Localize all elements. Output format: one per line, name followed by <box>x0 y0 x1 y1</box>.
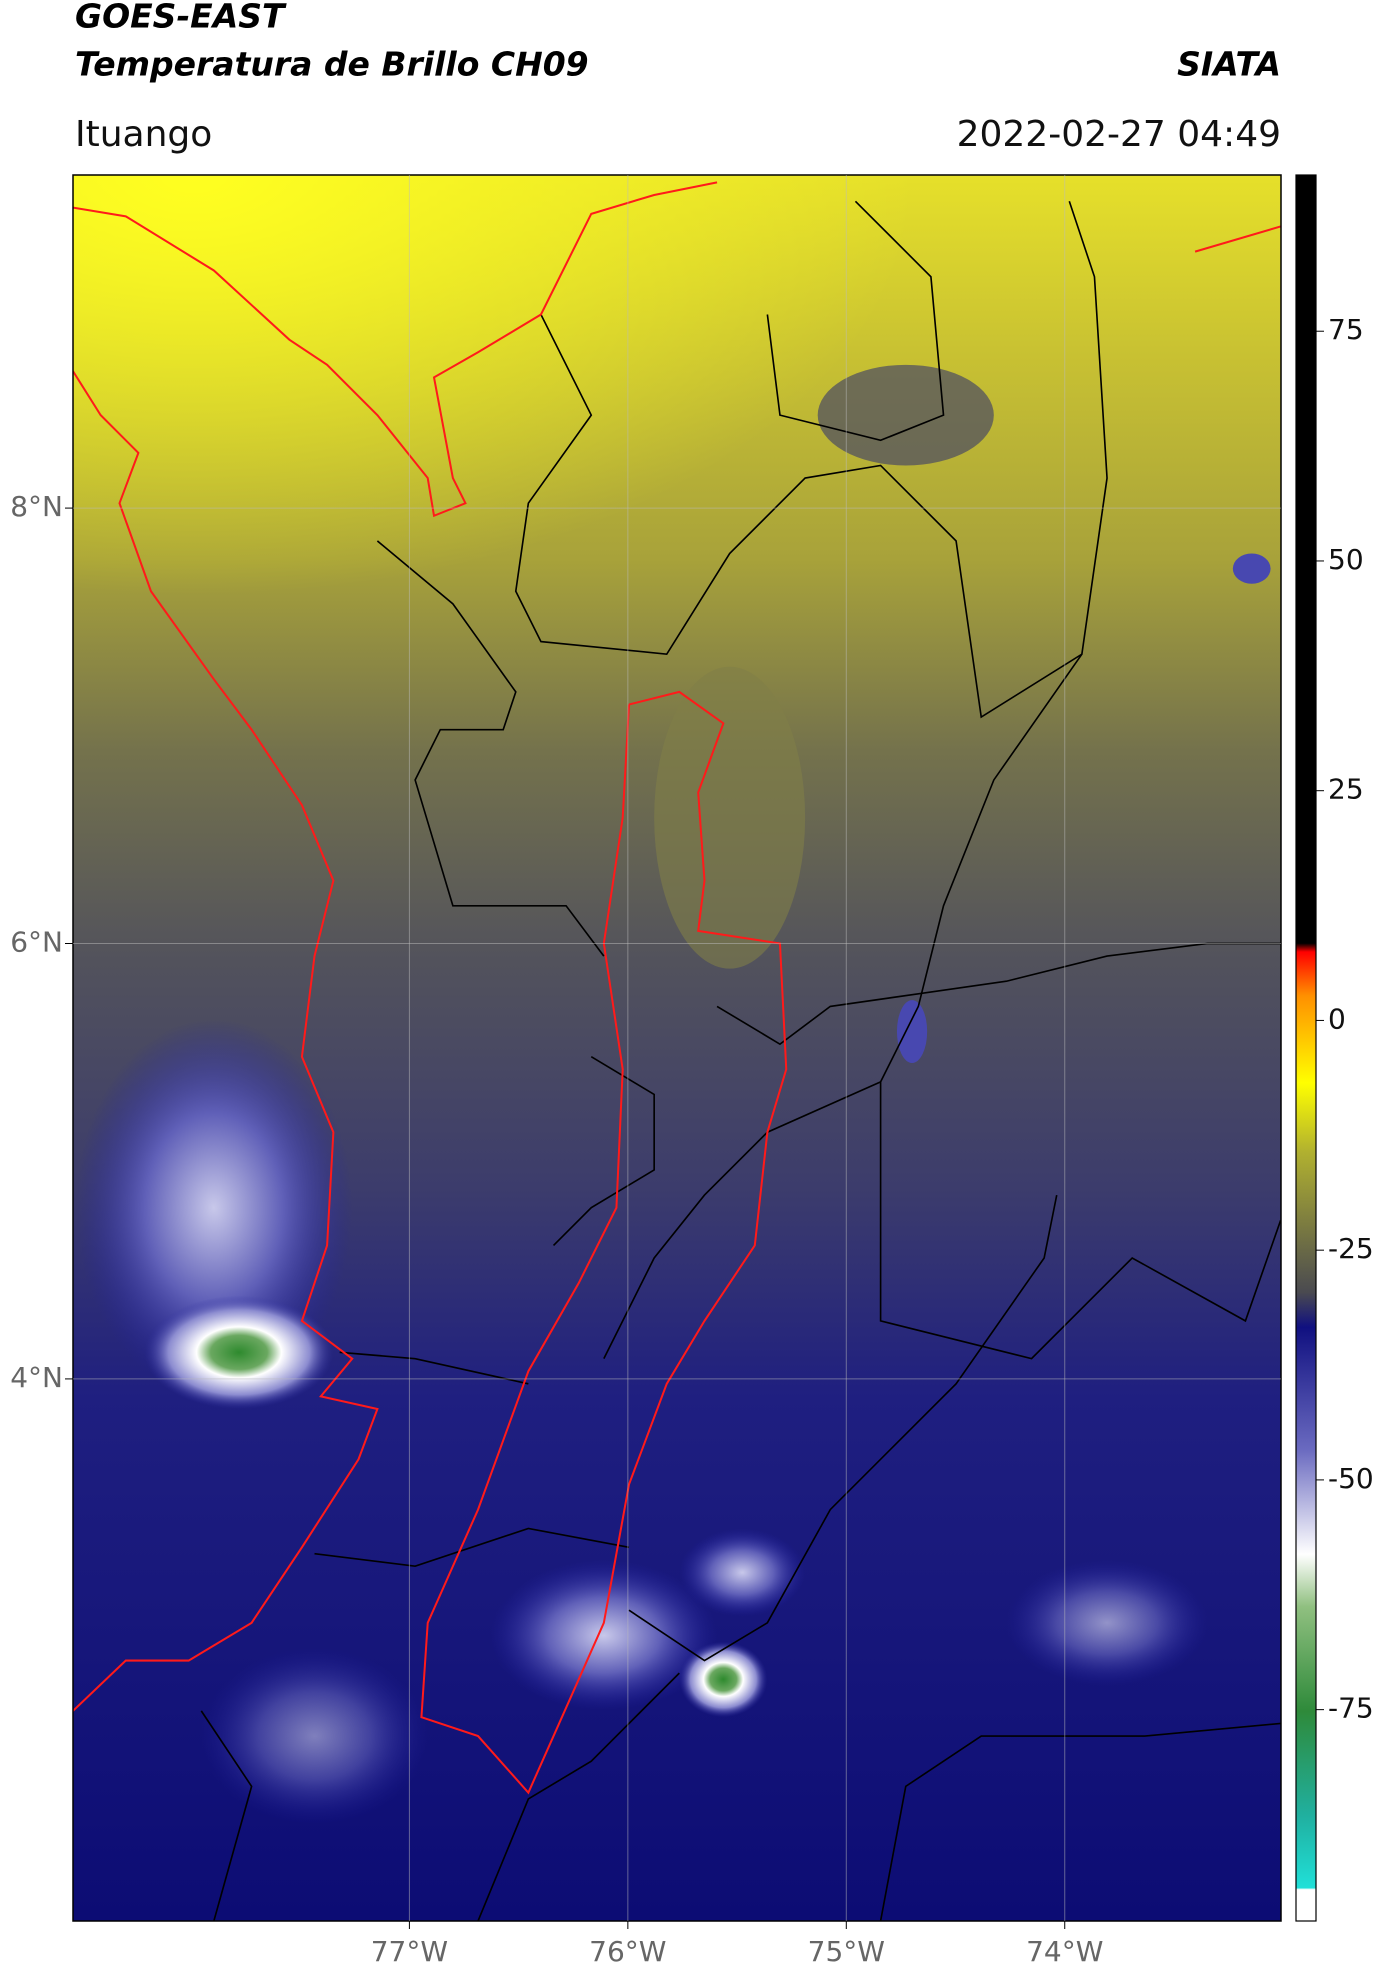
map <box>73 175 1281 1921</box>
colorbar-tick-label: -25 <box>1328 1232 1374 1265</box>
y-tick-label: 8°N <box>10 490 63 523</box>
colorbar-tick-label: -75 <box>1328 1692 1374 1725</box>
colorbar-tick-label: 75 <box>1328 313 1364 346</box>
x-tick-label: 74°W <box>1026 1935 1103 1968</box>
x-tick-label: 76°W <box>589 1935 666 1968</box>
source: SIATA <box>1177 45 1281 84</box>
y-tick-label: 6°N <box>10 926 63 959</box>
colorbar <box>1295 174 1317 1922</box>
colorbar-tick-label: -50 <box>1328 1462 1374 1495</box>
datetime: 2022-02-27 04:49 <box>957 114 1281 155</box>
location: Ituango <box>75 114 212 155</box>
colorbar-tick-label: 50 <box>1328 543 1364 576</box>
map-frame <box>72 174 1282 1922</box>
subtitle: Temperatura de Brillo CH09 <box>75 45 589 84</box>
x-tick-label: 75°W <box>808 1935 885 1968</box>
colorbar-tick-label: 25 <box>1328 773 1364 806</box>
x-tick-label: 77°W <box>371 1935 448 1968</box>
colorbar-tick-label: 0 <box>1328 1002 1346 1035</box>
y-tick-label: 4°N <box>10 1361 63 1394</box>
title: GOES-EAST <box>75 0 287 36</box>
